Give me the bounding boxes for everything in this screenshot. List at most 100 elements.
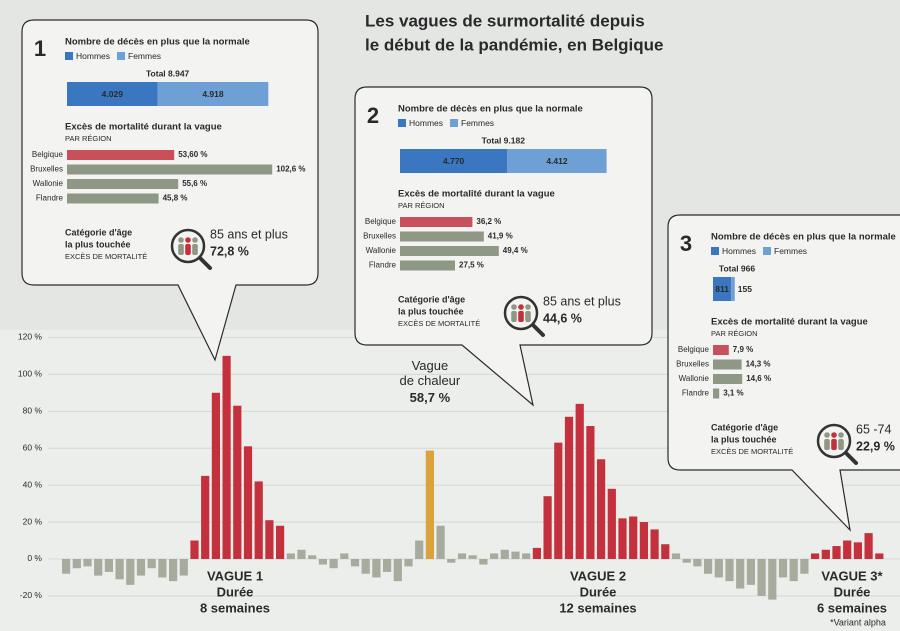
- panel-heading: Nombre de décès en plus que la normale: [398, 104, 583, 115]
- region-bar: [713, 374, 743, 384]
- age-value-label: 44,6 %: [543, 311, 582, 325]
- bar: [554, 442, 563, 559]
- bar: [543, 496, 552, 559]
- panel-number: 3: [680, 231, 692, 256]
- bar: [340, 553, 349, 559]
- region-value-label: 45,8 %: [163, 194, 188, 203]
- icon-head: [185, 237, 191, 243]
- region-bar: [67, 150, 175, 160]
- region-value-label: 14,3 %: [746, 360, 771, 369]
- deaths-segment: [67, 82, 158, 106]
- bar: [233, 405, 242, 559]
- deaths-label: 4.770: [443, 156, 465, 166]
- region-label: Bruxelles: [676, 360, 709, 369]
- wave-label: VAGUE 3*: [821, 568, 883, 583]
- y-tick-label: 0 %: [27, 553, 42, 563]
- icon-body: [518, 311, 524, 322]
- bar: [115, 558, 124, 580]
- bar: [682, 558, 691, 563]
- age-title: Catégorie d'âge: [65, 227, 132, 237]
- bar: [725, 558, 734, 582]
- region-value-label: 41,9 %: [488, 232, 513, 241]
- icon-head: [838, 432, 844, 438]
- y-tick-label: 80 %: [23, 406, 43, 416]
- age-group: 85 ans et plus: [210, 227, 288, 241]
- region-label: Belgique: [32, 150, 64, 159]
- bar: [853, 542, 862, 559]
- icon-head: [824, 432, 830, 438]
- age-title: la plus touchée: [65, 239, 131, 249]
- chart-title: le début de la pandémie, en Belgique: [365, 35, 664, 54]
- bar: [757, 558, 766, 596]
- bar: [629, 516, 638, 559]
- bar: [843, 540, 852, 559]
- bar: [415, 540, 424, 559]
- bar: [297, 549, 306, 559]
- region-value-label: 7,9 %: [733, 345, 753, 354]
- bar: [511, 551, 520, 559]
- legend-swatch: [117, 52, 125, 60]
- legend-label: Hommes: [722, 246, 756, 256]
- bar: [265, 520, 274, 559]
- bar: [350, 558, 360, 567]
- region-bar: [400, 231, 484, 242]
- age-value-label: 22,9 %: [856, 439, 895, 453]
- bar: [532, 547, 541, 559]
- legend-label: Femmes: [461, 118, 494, 128]
- regions-title: Excès de mortalité durant la vague: [398, 189, 555, 200]
- panel-number: 1: [34, 36, 46, 61]
- bar: [821, 549, 830, 559]
- region-value-label: 27,5 %: [459, 261, 484, 270]
- panel-heading: Nombre de décès en plus que la normale: [65, 37, 250, 48]
- region-label: Bruxelles: [363, 232, 396, 241]
- region-bar: [67, 179, 179, 189]
- bar: [607, 488, 616, 559]
- icon-body: [831, 439, 837, 450]
- legend-swatch: [398, 119, 406, 127]
- bar: [308, 555, 317, 559]
- icon-head: [518, 304, 524, 310]
- region-bar: [713, 359, 742, 370]
- value-label: 58,7 %: [410, 390, 451, 405]
- wave-duration-label: Durée: [580, 584, 617, 599]
- legend-swatch: [711, 247, 719, 255]
- bar: [736, 558, 745, 589]
- wave-duration: 12 semaines: [559, 600, 636, 615]
- bar: [190, 540, 199, 559]
- icon-handle: [531, 323, 545, 337]
- region-label: Wallonie: [679, 374, 710, 383]
- icon-body: [192, 244, 198, 255]
- bar: [318, 558, 327, 565]
- y-tick-label: 60 %: [23, 442, 43, 452]
- legend-label: Hommes: [409, 118, 443, 128]
- icon-body: [511, 311, 517, 322]
- bar: [62, 558, 71, 574]
- region-bar: [400, 260, 455, 271]
- bar: [136, 558, 146, 576]
- region-bar: [400, 217, 473, 227]
- bar: [169, 558, 178, 582]
- bar: [586, 426, 595, 559]
- age-group: 85 ans et plus: [543, 294, 621, 308]
- age-icon: [816, 423, 858, 465]
- legend-swatch: [65, 52, 73, 60]
- bar: [201, 475, 210, 559]
- region-bar: [713, 345, 729, 355]
- bar: [436, 525, 445, 559]
- y-tick-label: 40 %: [23, 479, 43, 489]
- region-bar: [400, 246, 499, 256]
- deaths-label: 4.029: [102, 89, 124, 99]
- wave-duration: 6 semaines: [817, 600, 887, 615]
- bar: [179, 558, 188, 576]
- bar: [618, 518, 627, 559]
- age-group: 65 -74: [856, 422, 891, 436]
- deaths-label: 155: [738, 284, 752, 294]
- bar: [875, 553, 884, 559]
- panel-heading: Nombre de décès en plus que la normale: [711, 232, 896, 243]
- icon-head: [178, 237, 184, 243]
- y-tick-label: -20 %: [20, 590, 43, 600]
- region-label: Flandre: [369, 261, 397, 270]
- region-bar: [67, 193, 159, 204]
